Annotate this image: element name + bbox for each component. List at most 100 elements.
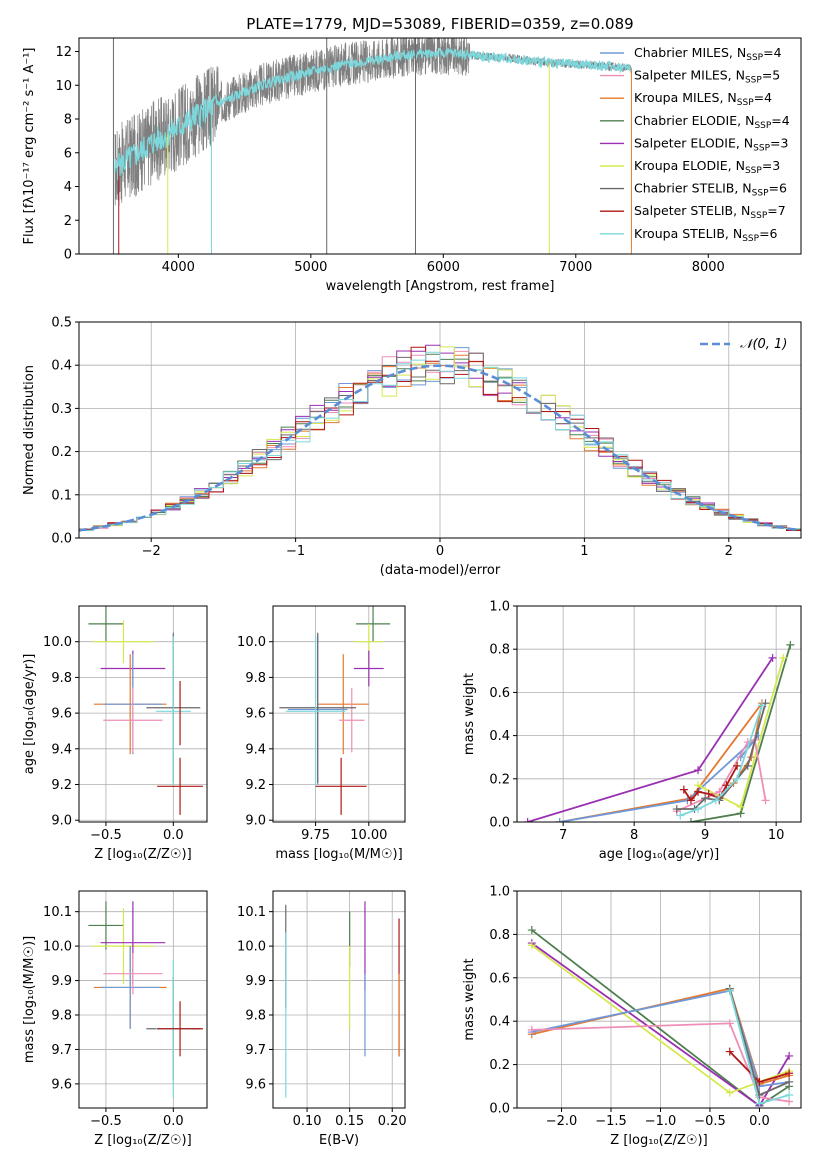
mass_vs_ebv-xlabel: E(B-V) — [319, 1133, 359, 1148]
weight_vs_age-xtick-label: 8 — [630, 828, 638, 843]
weight_vs_Z-plot-area — [527, 926, 794, 1108]
weight_vs_Z-ylabel: mass weight — [462, 958, 477, 1040]
gaussian-curve — [79, 364, 799, 532]
weight-series-marker — [686, 796, 695, 805]
spectrum-ytick-label: 6 — [64, 146, 72, 161]
age_vs_mass-ytick-label: 9.6 — [245, 707, 266, 722]
legend-nssp-value: =6 — [759, 226, 777, 241]
weight-series-marker — [523, 818, 532, 822]
residuals-ytick-label: 0.2 — [51, 445, 72, 460]
weight-series-line — [559, 734, 760, 822]
mass_vs_Z-xtick-label: −0.5 — [90, 1114, 122, 1129]
mass_vs_ebv-ytick-label: 10.1 — [237, 905, 266, 920]
legend-nssp-value: =6 — [769, 181, 787, 196]
weight-series-marker — [704, 789, 713, 798]
legend-subscript: SSP — [742, 234, 759, 244]
weight-series-marker — [679, 785, 688, 794]
legend-subscript: SSP — [745, 166, 762, 176]
weight-series-marker — [785, 1090, 794, 1099]
residuals-axes: −2 −1 0 1 2 0.0 0.1 0.2 0.3 0.4 0.5 (data-model)/er… — [22, 316, 802, 578]
weight_vs_Z-ytick-label: 0.8 — [489, 928, 510, 943]
weight_vs_age-ytick-label: 0.2 — [489, 772, 510, 787]
age_vs_Z-axes: −0.5 0.0 9.0 9.2 9.4 9.6 9.8 10.0 Z [log₁₀(Z/Z☉)… — [22, 605, 208, 862]
mass_vs_ebv-xtick-label: 0.15 — [335, 1114, 364, 1129]
legend-nssp-value: =3 — [770, 135, 788, 150]
legend-subscript: SSP — [754, 121, 771, 131]
legend-entry-label: Chabrier STELIB, NSSP=6 — [634, 181, 787, 199]
weight_vs_age-ytick-label: 0.4 — [489, 729, 510, 744]
legend-entry-label: Salpeter ELODIE, NSSP=3 — [634, 135, 788, 153]
weight_vs_Z-xtick-label: −0.5 — [694, 1114, 726, 1129]
age_vs_Z-ytick-label: 9.6 — [51, 707, 72, 722]
legend-entry-label: Kroupa MILES, NSSP=4 — [634, 90, 772, 108]
legend-entry-label: Salpeter STELIB, NSSP=7 — [634, 203, 786, 221]
spectrum-xtick-label: 4000 — [162, 260, 195, 275]
weight-series-marker — [785, 1069, 794, 1078]
mass_vs_Z-ytick-label: 9.6 — [51, 1077, 72, 1092]
weight-series-line — [690, 644, 792, 822]
legend-subscript: SSP — [753, 143, 770, 153]
spectrum-xtick-label: 5000 — [294, 260, 327, 275]
age_vs_mass-xtick-label: 9.75 — [301, 828, 330, 843]
weight-series-marker — [701, 794, 710, 803]
weight_vs_Z-ytick-label: 0.0 — [489, 1102, 510, 1117]
spectrum-xtick-label: 8000 — [692, 260, 725, 275]
weight_vs_age-ytick-label: 0.6 — [489, 686, 510, 701]
spectrum-ytick-label: 8 — [64, 113, 72, 128]
mass_vs_Z-axes: −0.5 0.0 9.6 9.7 9.8 9.9 10.0 10.1 Z [log₁₀(Z/Z☉… — [22, 890, 208, 1148]
residuals-ylabel: Normed distribution — [22, 365, 37, 495]
weight-series-marker — [676, 811, 685, 820]
spectrum-ytick-label: 12 — [55, 45, 72, 60]
spectrum-axes: 4000 5000 6000 7000 8000 0 2 4 6 8 10 12 wavelength … — [22, 37, 802, 294]
age_vs_Z-plot-area — [88, 606, 203, 815]
legend-nssp-value: =4 — [763, 45, 781, 60]
age_vs_mass-ytick-label: 9.2 — [245, 778, 266, 793]
legend-entry-label: Chabrier MILES, NSSP=4 — [634, 45, 782, 63]
legend-nssp-value: =4 — [754, 90, 772, 105]
legend-subscript: SSP — [746, 53, 763, 63]
weight_vs_age-axes: 7 8 9 10 0.0 0.2 0.4 0.6 0.8 1.0 age [log₁₀(age/yr… — [462, 600, 802, 862]
spectrum-ytick-label: 4 — [64, 180, 72, 195]
weight_vs_age-ytick-label: 0.8 — [489, 643, 510, 658]
weight-series-marker — [761, 796, 770, 805]
residuals-ytick-label: 0.3 — [51, 402, 72, 417]
figure-title: PLATE=1779, MJD=53089, FIBERID=0359, z=0… — [246, 15, 633, 33]
mass_vs_Z-ytick-label: 10.0 — [43, 940, 72, 955]
spectrum-plot-area — [112, 38, 632, 254]
mass_vs_ebv-plot-area — [285, 901, 400, 1098]
age_vs_Z-ytick-label: 10.0 — [43, 635, 72, 650]
weight_vs_Z-ytick-label: 1.0 — [489, 885, 510, 900]
mass_vs_ebv-ytick-label: 9.7 — [245, 1043, 266, 1058]
residuals-xtick-label: 0 — [436, 544, 444, 559]
mass_vs_ebv-ytick-label: 9.9 — [245, 974, 266, 989]
age_vs_Z-frame — [78, 605, 208, 823]
mass_vs_ebv-xtick-label: 0.20 — [378, 1114, 407, 1129]
age_vs_mass-xlabel: mass [log₁₀(M/M☉)] — [275, 847, 402, 862]
age_vs_Z-ytick-label: 9.8 — [51, 671, 72, 686]
spectrum-ylabel: Flux [fλ10⁻¹⁷ erg cm⁻² s⁻¹ A⁻¹] — [22, 48, 37, 245]
mass_vs_Z-ytick-label: 9.9 — [51, 974, 72, 989]
weight-series-line — [527, 657, 774, 822]
age_vs_Z-xtick-label: 0.0 — [163, 828, 184, 843]
legend-entry-label: Kroupa STELIB, NSSP=6 — [634, 226, 778, 244]
weight-series-marker — [725, 986, 734, 995]
age_vs_mass-ytick-label: 10.0 — [237, 635, 266, 650]
spectrum-xtick-label: 7000 — [559, 260, 592, 275]
weight-series-marker — [779, 653, 788, 662]
spectrum-ytick-label: 0 — [64, 248, 72, 263]
legend-subscript: SSP — [750, 211, 767, 221]
weight-series-marker — [694, 766, 703, 775]
legend-entry-label: Chabrier ELODIE, NSSP=4 — [634, 113, 790, 131]
residuals-ytick-label: 0.4 — [51, 359, 72, 374]
weight_vs_age-xtick-label: 7 — [559, 828, 567, 843]
weight_vs_age-plot-area — [523, 640, 795, 822]
weight_vs_age-frame — [516, 605, 802, 823]
weight-series-marker — [733, 774, 742, 783]
legend-entry-label: Kroupa ELODIE, NSSP=3 — [634, 158, 780, 176]
weight-series-marker — [686, 818, 695, 822]
weight-series-marker — [694, 787, 703, 796]
mass_vs_ebv-axes: 0.10 0.15 0.20 9.6 9.7 9.8 9.9 10.0 10.1 E(B-V) — [237, 890, 407, 1148]
weight_vs_age-xtick-label: 9 — [701, 828, 709, 843]
mass_vs_ebv-frame — [272, 890, 406, 1109]
